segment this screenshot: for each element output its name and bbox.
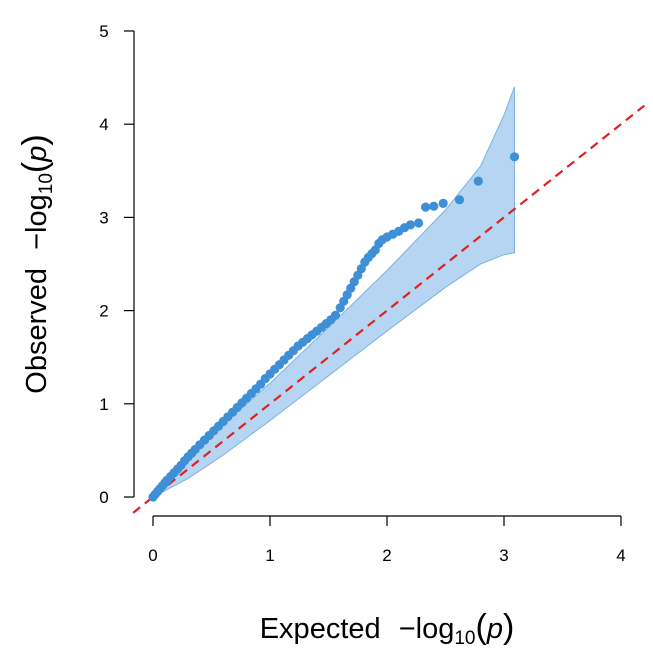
data-point [405, 220, 415, 230]
confidence-band [152, 86, 515, 498]
y-tick-label: 1 [99, 395, 108, 414]
reference-line [132, 104, 646, 514]
y-tick-label: 2 [99, 302, 108, 321]
data-point [438, 198, 448, 208]
data-point [414, 218, 424, 228]
confidence-band-layer [152, 86, 515, 498]
y-tick-label: 5 [99, 22, 108, 41]
x-tick-label: 3 [499, 546, 508, 565]
y-tick-label: 4 [99, 115, 108, 134]
x-tick-label: 4 [616, 546, 625, 565]
x-tick-label: 2 [382, 546, 391, 565]
data-point [330, 310, 341, 320]
x-ticks: 0 1 2 3 4 [148, 516, 626, 565]
x-tick-label: 1 [265, 546, 274, 565]
y-tick-label: 0 [99, 488, 108, 507]
y-ticks: 0 1 2 3 4 5 [99, 22, 134, 507]
y-tick-label: 3 [99, 208, 108, 227]
data-point [473, 176, 483, 186]
reference-line-layer [132, 104, 646, 514]
data-point [421, 202, 431, 212]
x-axis-title: Expected −log10(p) [260, 608, 515, 648]
data-point [454, 195, 465, 205]
data-point [429, 201, 439, 211]
x-tick-label: 0 [148, 546, 157, 565]
data-points-layer [148, 152, 520, 502]
data-point [509, 152, 520, 162]
y-axis-title: Observed −log10(p) [16, 134, 57, 393]
